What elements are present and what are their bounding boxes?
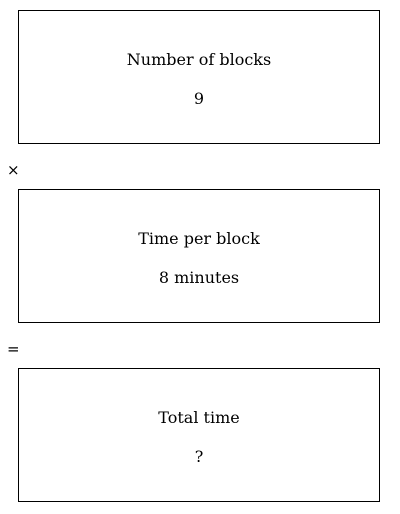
time-per-block-label: Time per block xyxy=(138,229,260,248)
time-per-block-box: Time per block 8 minutes xyxy=(18,189,380,323)
total-time-value: ? xyxy=(194,447,204,466)
total-time-box: Total time ? xyxy=(18,368,380,502)
number-of-blocks-value: 9 xyxy=(193,89,205,108)
time-per-block-value: 8 minutes xyxy=(158,268,240,287)
number-of-blocks-box: Number of blocks 9 xyxy=(18,10,380,144)
equals-operator: = xyxy=(7,340,20,358)
multiply-operator: × xyxy=(7,161,20,179)
total-time-label: Total time xyxy=(158,408,240,427)
number-of-blocks-label: Number of blocks xyxy=(126,50,272,69)
